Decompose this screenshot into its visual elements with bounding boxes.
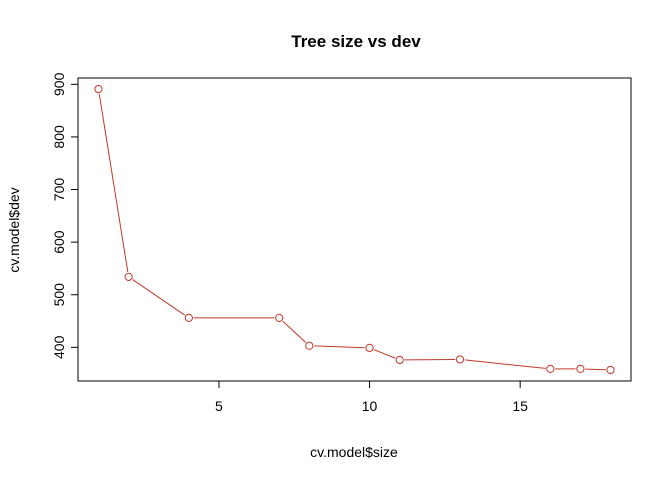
data-point [455,355,465,364]
data-point [275,313,284,322]
plot-frame [77,77,632,382]
data-point [124,272,133,281]
y-tick-label: 500 [51,283,67,307]
series-segment [132,279,186,316]
series-segment [373,349,396,359]
series-segment [98,93,129,273]
series-segment [464,359,546,369]
series-segment [585,368,606,371]
data-point [184,313,193,322]
data-point [94,84,103,94]
y-axis: 400 500 600 700 800 900 [51,72,79,359]
y-tick-label: 900 [51,72,67,96]
chart-title: Tree size vs dev [291,32,421,51]
series-segment [282,320,307,343]
data-point [546,364,555,374]
y-tick-label: 800 [51,125,67,149]
series-layer [94,84,615,375]
y-tick-label: 400 [51,335,67,359]
x-tick-label: 5 [215,398,223,414]
x-tick-label: 15 [512,398,528,414]
x-tick-label: 10 [362,398,378,414]
data-point [606,365,615,375]
data-point [395,355,404,365]
data-point [365,343,374,352]
y-tick-label: 700 [51,178,67,202]
y-tick-label: 600 [51,230,67,254]
data-point [576,364,585,374]
x-axis: 5 10 15 [215,380,528,414]
y-axis-label: cv.model$dev [6,187,22,272]
x-axis-label: cv.model$size [310,444,398,460]
data-point [305,341,314,350]
series-segment [314,345,365,349]
